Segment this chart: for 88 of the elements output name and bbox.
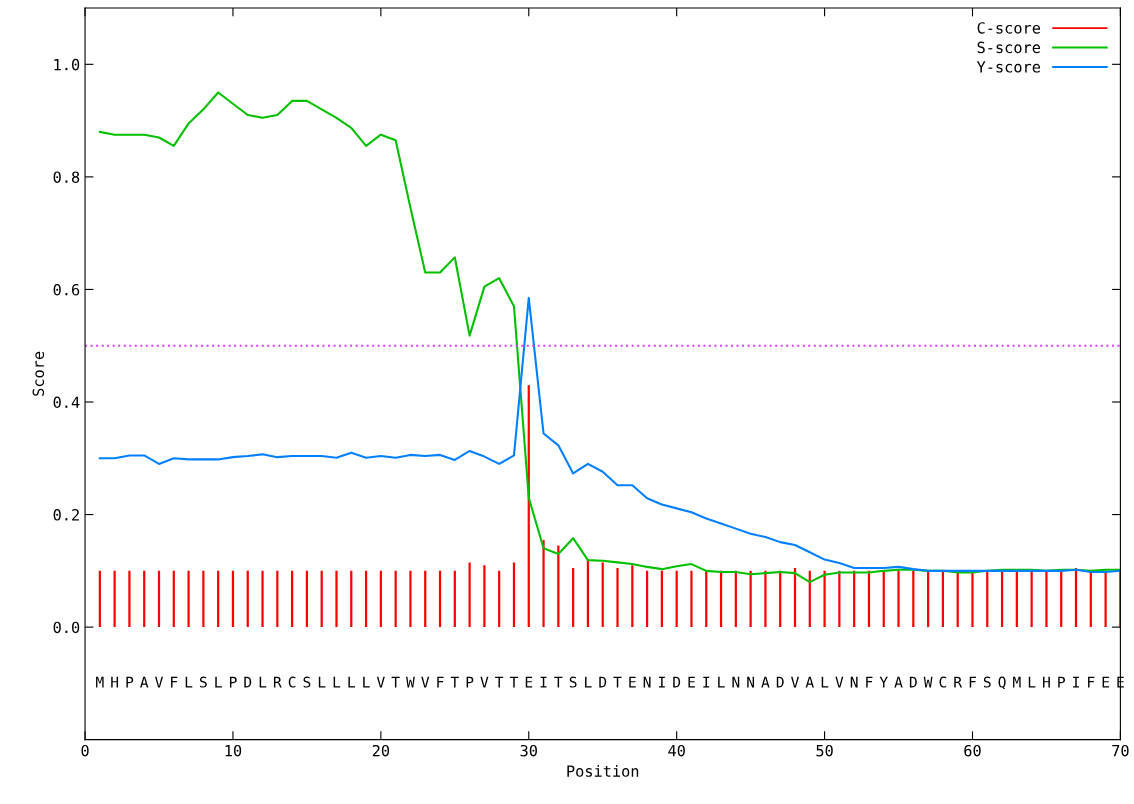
annotation: N bbox=[643, 676, 651, 688]
x-tick-label: 10 bbox=[225, 744, 242, 757]
x-tick-label: 40 bbox=[668, 744, 685, 757]
annotation: F bbox=[171, 676, 178, 688]
annotation: P bbox=[126, 676, 134, 688]
annotation: C bbox=[288, 676, 296, 688]
annotation: S bbox=[569, 676, 577, 688]
annotation: N bbox=[747, 676, 755, 688]
y-tick-label: 0.6 bbox=[53, 283, 80, 296]
annotation: S bbox=[303, 676, 311, 688]
annotation: L bbox=[821, 676, 829, 688]
x-tick-label: 50 bbox=[816, 744, 833, 757]
annotation: M bbox=[1013, 676, 1021, 688]
annotation: L bbox=[718, 676, 725, 688]
annotation: R bbox=[273, 676, 282, 688]
annotation: L bbox=[348, 676, 355, 688]
annotation: T bbox=[554, 676, 563, 688]
annotation: R bbox=[954, 676, 963, 688]
annotation: N bbox=[732, 676, 740, 688]
annotation: L bbox=[318, 676, 326, 688]
annotation: D bbox=[599, 676, 607, 688]
y-tick-label: 1.0 bbox=[54, 58, 80, 71]
x-tick-label: 70 bbox=[1112, 744, 1129, 757]
annotation: T bbox=[391, 676, 400, 688]
x-tick-label: 30 bbox=[520, 744, 537, 757]
annotation: Q bbox=[998, 676, 1006, 690]
annotation: A bbox=[894, 676, 903, 688]
annotation: T bbox=[613, 676, 622, 688]
annotation: S bbox=[199, 676, 207, 688]
annotation: S bbox=[983, 676, 991, 688]
annotation: V bbox=[155, 676, 163, 688]
annotation: W bbox=[406, 676, 415, 688]
annotation: D bbox=[909, 676, 917, 688]
y-tick-label: 0.4 bbox=[53, 396, 80, 409]
y-axis-title: Score bbox=[32, 351, 45, 396]
annotation: A bbox=[805, 676, 814, 688]
annotation: M bbox=[96, 676, 104, 688]
annotation: P bbox=[229, 676, 237, 688]
annotation: V bbox=[791, 676, 799, 688]
annotation: L bbox=[259, 676, 267, 688]
annotation: L bbox=[363, 676, 370, 688]
legend-label: S-score bbox=[977, 41, 1041, 54]
annotation: C bbox=[939, 676, 947, 688]
annotation: W bbox=[923, 676, 933, 688]
annotation: D bbox=[776, 676, 784, 688]
annotation: V bbox=[480, 676, 489, 688]
annotation: V bbox=[376, 676, 385, 688]
annotation: D bbox=[673, 676, 681, 688]
annotation: A bbox=[140, 676, 149, 688]
annotation: T bbox=[495, 676, 504, 688]
annotation: D bbox=[244, 676, 252, 688]
x-tick-label: 60 bbox=[964, 744, 981, 757]
legend-label: Y-score bbox=[976, 61, 1041, 73]
annotation: L bbox=[185, 676, 193, 688]
legend-label: C-score bbox=[977, 22, 1041, 34]
annotation: E bbox=[1102, 676, 1110, 688]
annotation: T bbox=[509, 676, 519, 688]
annotation: V bbox=[835, 676, 844, 688]
y-tick-label: 0.8 bbox=[53, 171, 80, 183]
annotation: E bbox=[525, 676, 533, 688]
annotation: N bbox=[850, 676, 858, 688]
annotation: F bbox=[866, 676, 873, 688]
annotation: E bbox=[688, 676, 695, 688]
annotation: Y bbox=[879, 676, 888, 688]
annotation: H bbox=[1043, 676, 1050, 688]
annotation: F bbox=[969, 676, 977, 688]
annotation: I bbox=[658, 676, 665, 688]
annotation: T bbox=[450, 676, 459, 688]
annotation: L bbox=[333, 676, 341, 688]
annotation: P bbox=[1058, 676, 1065, 688]
annotation: F bbox=[437, 676, 444, 688]
y-tick-label: 0.2 bbox=[53, 509, 79, 521]
annotation: L bbox=[1028, 676, 1036, 688]
y-tick-label: 0.0 bbox=[53, 621, 80, 634]
annotation: H bbox=[111, 676, 119, 688]
annotation: I bbox=[540, 676, 547, 688]
x-axis-title: Position bbox=[567, 765, 639, 777]
x-tick-label: 20 bbox=[372, 744, 390, 757]
annotation: L bbox=[585, 676, 592, 688]
annotation: A bbox=[761, 676, 770, 688]
annotation: F bbox=[1088, 676, 1095, 688]
annotation: E bbox=[629, 676, 636, 688]
annotation: I bbox=[1073, 676, 1079, 688]
annotation: P bbox=[466, 676, 474, 688]
annotation: L bbox=[215, 676, 222, 688]
x-tick-label: 0 bbox=[81, 744, 89, 757]
annotation: I bbox=[703, 676, 710, 688]
annotation: V bbox=[421, 676, 430, 688]
